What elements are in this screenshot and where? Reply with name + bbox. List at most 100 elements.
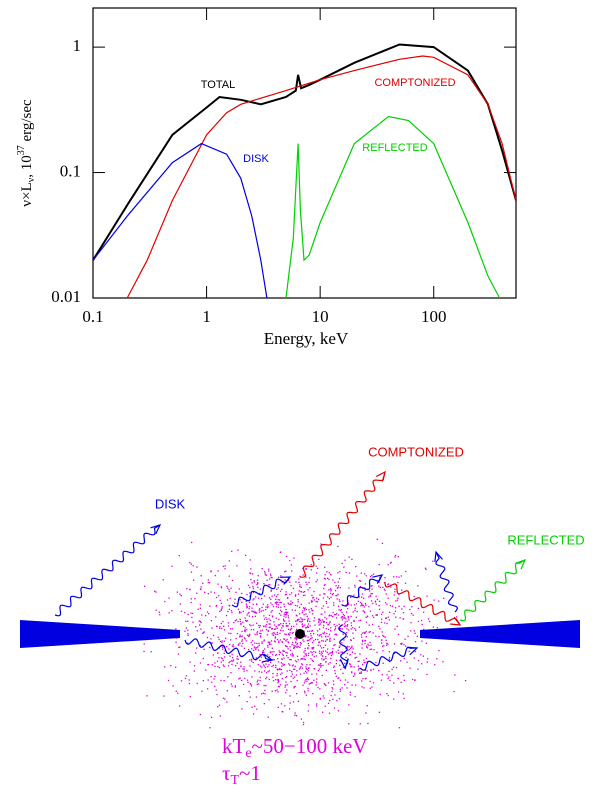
cloud-dot bbox=[289, 658, 291, 661]
cloud-dot bbox=[395, 616, 397, 618]
cloud-dot bbox=[250, 578, 252, 581]
cloud-dot bbox=[337, 593, 339, 595]
cloud-dot bbox=[456, 616, 458, 618]
cloud-dot bbox=[376, 538, 378, 540]
cloud-dot bbox=[265, 628, 268, 631]
cloud-dot bbox=[318, 598, 320, 600]
cloud-dot bbox=[259, 632, 261, 634]
cloud-dot bbox=[263, 670, 266, 672]
cloud-dot bbox=[288, 663, 290, 665]
cloud-dot bbox=[267, 646, 269, 648]
cloud-dot bbox=[286, 684, 288, 686]
cloud-dot bbox=[290, 603, 292, 606]
cloud-dot bbox=[226, 701, 228, 703]
cloud-dot bbox=[261, 606, 263, 609]
cloud-dot bbox=[219, 640, 222, 643]
cloud-dot bbox=[275, 666, 277, 668]
cloud-dot bbox=[336, 699, 338, 702]
cloud-dot bbox=[284, 594, 287, 596]
cloud-dot bbox=[310, 658, 312, 660]
cloud-dot bbox=[328, 589, 330, 591]
cloud-dot bbox=[249, 682, 252, 685]
cloud-dot bbox=[242, 610, 244, 612]
cloud-dot bbox=[426, 595, 428, 597]
cloud-dot bbox=[296, 642, 299, 645]
cloud-dot bbox=[310, 564, 312, 566]
cloud-dot bbox=[399, 617, 401, 619]
cloud-dot bbox=[292, 631, 294, 634]
cloud-dot bbox=[305, 668, 307, 670]
cloud-dot bbox=[297, 619, 299, 621]
cloud-dot bbox=[349, 663, 351, 665]
cloud-dot bbox=[276, 689, 278, 691]
cloud-dot bbox=[402, 612, 405, 614]
cloud-dot bbox=[277, 679, 279, 682]
cloud-dot bbox=[268, 642, 270, 644]
cloud-dot bbox=[366, 647, 369, 649]
cloud-dot bbox=[307, 704, 310, 706]
cloud-dot bbox=[232, 660, 234, 662]
cloud-dot bbox=[251, 640, 254, 642]
cloud-dot bbox=[347, 616, 349, 618]
cloud-dot bbox=[171, 610, 173, 612]
cloud-dot bbox=[248, 634, 251, 636]
cloud-dot bbox=[305, 694, 308, 696]
cloud-dot bbox=[325, 628, 327, 630]
cloud-dot bbox=[325, 669, 327, 671]
cloud-dot bbox=[338, 623, 340, 625]
x-tick-label: 0.1 bbox=[82, 307, 103, 326]
cloud-dot bbox=[270, 598, 272, 600]
cloud-dot bbox=[323, 683, 325, 685]
cloud-dot bbox=[273, 640, 276, 642]
cloud-dot bbox=[189, 696, 191, 698]
cloud-dot bbox=[348, 572, 351, 574]
x-tick-label: 100 bbox=[421, 307, 447, 326]
cloud-dot bbox=[285, 593, 287, 596]
cloud-dot bbox=[324, 705, 326, 707]
cloud-dot bbox=[333, 638, 335, 640]
cloud-dot bbox=[215, 605, 217, 608]
cloud-dot bbox=[300, 666, 302, 668]
cloud-dot bbox=[320, 651, 323, 653]
cloud-dot bbox=[294, 660, 297, 662]
cloud-dot bbox=[341, 642, 343, 644]
cloud-dot bbox=[341, 562, 343, 565]
cloud-dot bbox=[263, 651, 265, 653]
cloud-dot bbox=[330, 694, 332, 697]
cloud-dot bbox=[214, 574, 216, 577]
cloud-dot bbox=[307, 589, 309, 591]
cloud-dot bbox=[235, 665, 237, 667]
cloud-dot bbox=[290, 628, 292, 630]
cloud-dot bbox=[158, 611, 160, 613]
cloud-dot bbox=[354, 674, 356, 676]
cloud-dot bbox=[261, 662, 263, 664]
cloud-dot bbox=[277, 681, 279, 684]
cloud-dot bbox=[293, 557, 295, 559]
cloud-dot bbox=[229, 655, 231, 657]
cloud-dot bbox=[228, 648, 230, 650]
cloud-dot bbox=[376, 614, 378, 616]
cloud-dot bbox=[325, 640, 327, 642]
arrow-head bbox=[375, 470, 386, 482]
x-tick-label: 10 bbox=[312, 307, 329, 326]
cloud-dot bbox=[281, 710, 283, 713]
cloud-dot bbox=[258, 671, 260, 673]
cloud-dot bbox=[230, 628, 232, 630]
cloud-dot bbox=[349, 654, 351, 656]
photon-path bbox=[459, 559, 526, 622]
cloud-dot bbox=[333, 683, 335, 686]
cloud-dot bbox=[362, 610, 364, 612]
cloud-dot bbox=[241, 630, 243, 633]
cloud-dot bbox=[220, 661, 222, 663]
cloud-dot bbox=[321, 640, 323, 642]
cloud-dot bbox=[370, 585, 373, 587]
cloud-dot bbox=[323, 587, 325, 590]
cloud-dot bbox=[203, 631, 205, 633]
cloud-dot bbox=[302, 591, 304, 593]
cloud-dot bbox=[290, 600, 292, 602]
cloud-dot bbox=[294, 712, 296, 714]
cloud-dot bbox=[245, 600, 247, 603]
cloud-dot bbox=[328, 628, 330, 631]
cloud-dot bbox=[187, 613, 189, 616]
y-tick-label: 0.1 bbox=[60, 161, 81, 180]
